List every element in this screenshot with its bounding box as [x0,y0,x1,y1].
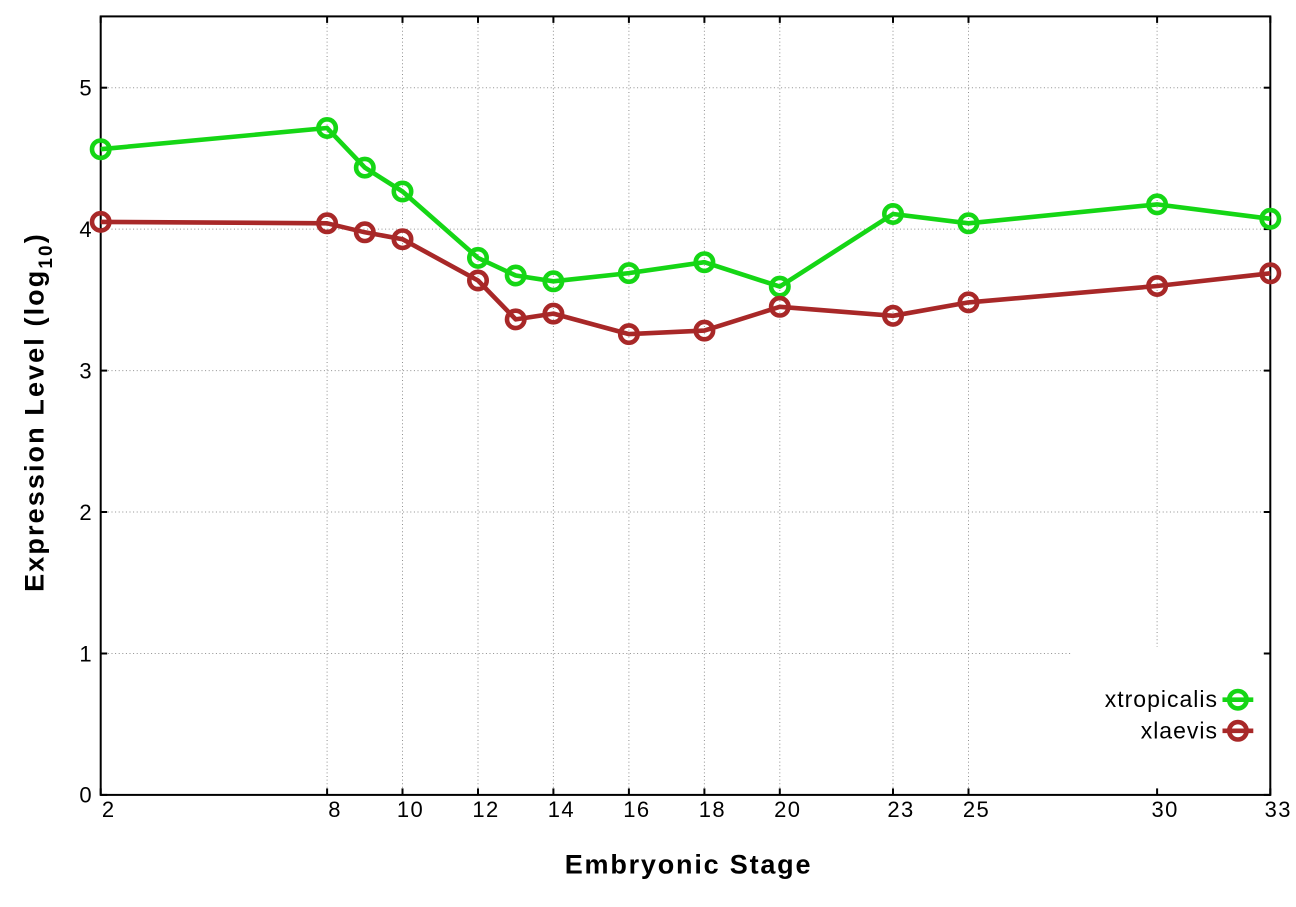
svg-text:20: 20 [774,797,801,822]
svg-text:1: 1 [79,641,93,666]
svg-text:0: 0 [79,783,93,808]
svg-text:8: 8 [328,797,342,822]
svg-text:2: 2 [102,797,116,822]
svg-text:4: 4 [79,217,93,242]
svg-text:25: 25 [963,797,990,822]
svg-text:xtropicalis: xtropicalis [1105,686,1218,712]
svg-text:18: 18 [699,797,726,822]
svg-text:33: 33 [1265,797,1292,822]
svg-text:2: 2 [79,500,93,525]
svg-text:12: 12 [472,797,499,822]
svg-text:14: 14 [548,797,575,822]
svg-text:10: 10 [397,797,424,822]
svg-text:16: 16 [623,797,650,822]
svg-text:30: 30 [1151,797,1178,822]
svg-text:xlaevis: xlaevis [1141,717,1218,743]
svg-text:23: 23 [887,797,914,822]
svg-text:5: 5 [79,76,93,101]
svg-text:3: 3 [79,358,93,383]
svg-text:Embryonic Stage: Embryonic Stage [565,850,813,880]
